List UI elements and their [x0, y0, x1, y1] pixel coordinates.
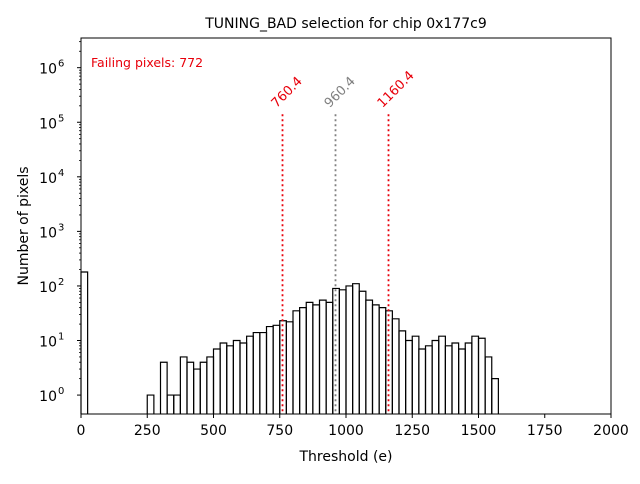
y-tick-exponent: 0 — [58, 386, 64, 397]
y-tick-exponent: 5 — [58, 113, 64, 124]
reference-lines: 760.4 960.4 1160.4 — [269, 68, 418, 414]
x-tick-label: 500 — [200, 423, 227, 439]
y-tick-exponent: 2 — [58, 277, 64, 288]
x-tick-label: 750 — [266, 423, 293, 439]
y-tick-exponent: 4 — [58, 168, 64, 179]
histogram-bin — [438, 335, 446, 414]
y-tick-exponent: 1 — [58, 332, 64, 343]
histogram-bin — [418, 348, 427, 414]
histogram-bin — [312, 304, 321, 414]
histogram-bin — [458, 348, 466, 414]
plot-frame — [80, 37, 612, 415]
histogram-bin — [491, 378, 499, 414]
histogram-bin — [358, 290, 367, 414]
histogram-bin — [464, 342, 473, 414]
histogram-bin — [352, 283, 360, 414]
histogram-bin — [206, 356, 215, 414]
histogram-bin — [80, 271, 89, 414]
histogram-bin — [365, 299, 374, 414]
x-tick-label: 1000 — [328, 423, 364, 439]
x-axis-label: Threshold (e) — [299, 449, 393, 465]
vline-label: 1160.4 — [375, 68, 418, 111]
y-tick-label: 10 — [39, 225, 57, 241]
histogram-bin — [272, 324, 281, 414]
y-tick-label: 10 — [39, 62, 57, 78]
histogram-bin — [431, 339, 440, 414]
vline-label: 760.4 — [269, 74, 306, 111]
y-tick-label: 10 — [39, 280, 57, 296]
histogram-bin — [385, 310, 393, 414]
histogram-bin — [265, 325, 274, 414]
histogram-bin — [179, 356, 188, 414]
histogram-bin — [411, 335, 420, 414]
histogram-bin — [226, 345, 234, 414]
y-tick-exponent: 3 — [58, 222, 64, 233]
vline-label: 960.4 — [322, 74, 359, 111]
y-tick-label: 10 — [39, 116, 57, 132]
histogram-bin — [444, 345, 453, 414]
histogram-bin — [424, 345, 433, 414]
histogram-bin — [451, 342, 460, 414]
histogram-bin — [318, 299, 327, 414]
histogram-bin — [259, 331, 268, 414]
histogram-bin — [378, 307, 387, 414]
y-tick-exponent: 6 — [58, 59, 64, 70]
histogram-bin — [173, 394, 181, 414]
histogram-bin — [398, 330, 407, 414]
histogram-bin — [199, 361, 208, 414]
histogram-bin — [219, 342, 228, 414]
x-tick-label: 1500 — [461, 423, 497, 439]
histogram-bin — [292, 310, 301, 414]
histogram-bin — [252, 331, 261, 414]
histogram-bin — [159, 361, 168, 414]
histogram-bin — [146, 394, 155, 414]
failing-pixels-annotation: Failing pixels: 772 — [91, 55, 203, 70]
histogram-bin — [371, 304, 380, 414]
histogram-bin — [345, 285, 354, 414]
y-tick-label: 10 — [39, 389, 57, 405]
histogram-bin — [305, 301, 314, 414]
x-tick-label: 0 — [77, 423, 86, 439]
histogram-bin — [391, 318, 400, 414]
chart-title: TUNING_BAD selection for chip 0x177c9 — [204, 16, 487, 32]
histogram-bin — [186, 361, 195, 414]
histogram-bin — [212, 348, 221, 414]
histogram-bin — [484, 356, 493, 414]
x-tick-label: 2000 — [593, 423, 629, 439]
histogram-bin — [299, 307, 307, 414]
x-tick-label: 1750 — [527, 423, 563, 439]
histogram-bin — [405, 339, 413, 414]
y-tick-label: 10 — [39, 335, 57, 351]
histogram-bin — [166, 394, 175, 414]
histogram-bin — [477, 337, 486, 414]
y-tick-label: 10 — [39, 171, 57, 187]
x-tick-label: 1250 — [394, 423, 430, 439]
histogram-bin — [193, 368, 201, 414]
histogram-bins — [80, 271, 499, 414]
histogram-bin — [246, 335, 254, 414]
x-tick-label: 250 — [134, 423, 161, 439]
y-axis-label: Number of pixels — [16, 166, 32, 285]
histogram-bin — [285, 321, 294, 414]
histogram-bin — [338, 289, 347, 414]
histogram-bin — [232, 339, 241, 414]
histogram-bin — [325, 301, 334, 414]
histogram-bin — [471, 335, 480, 414]
histogram-bin — [239, 342, 248, 414]
